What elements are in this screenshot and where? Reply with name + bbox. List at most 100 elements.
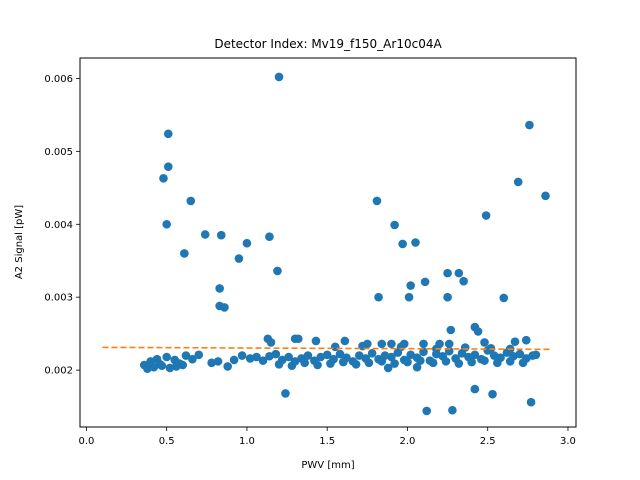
scatter-point: [335, 349, 345, 359]
scatter-point: [237, 351, 247, 360]
scatter-point: [340, 336, 350, 346]
scatter-point: [406, 281, 415, 290]
scatter-point: [213, 357, 223, 366]
scatter-point: [284, 352, 293, 362]
scatter-point: [505, 357, 515, 366]
scatter-point: [480, 356, 489, 365]
x-tick-label: 1.5: [319, 436, 335, 447]
scatter-point: [404, 292, 414, 302]
scatter-point: [390, 359, 399, 368]
scatter-point: [287, 361, 297, 371]
scatter-point: [493, 358, 502, 368]
scatter-point: [200, 230, 210, 239]
scatter-point: [162, 219, 171, 229]
y-axis-label: A2 Signal [pW]: [14, 205, 25, 279]
scatter-point: [274, 359, 284, 369]
scatter-point: [481, 211, 491, 220]
scatter-point: [163, 162, 173, 171]
scatter-point: [294, 334, 303, 344]
scatter-point: [473, 327, 483, 336]
scatter-point: [454, 268, 464, 278]
scatter-point: [258, 356, 268, 365]
scatter-point: [188, 354, 197, 364]
x-axis-label: PWV [mm]: [301, 460, 354, 471]
scatter-point: [367, 349, 377, 358]
scatter-point: [266, 338, 276, 347]
scatter-point: [531, 350, 541, 360]
scatter-point: [470, 384, 480, 394]
scatter-point: [143, 364, 152, 373]
scatter-point: [273, 266, 282, 276]
scatter-point: [274, 72, 284, 82]
scatter-point: [229, 355, 239, 365]
scatter-point: [338, 357, 348, 367]
y-tick-label: 0.004: [44, 220, 73, 231]
scatter-point: [149, 362, 159, 372]
scatter-point: [422, 406, 432, 416]
scatter-point: [159, 174, 168, 183]
scatter-point: [398, 239, 407, 249]
scatter-point: [419, 339, 428, 349]
y-axis: 0.002 0.003 0.004 0.005 0.006: [44, 74, 80, 377]
scatter-point: [223, 362, 232, 371]
scatter-point: [510, 337, 520, 346]
scatter-point: [220, 303, 229, 312]
scatter-point: [387, 339, 396, 349]
scatter-point: [446, 325, 456, 335]
y-tick-label: 0.006: [44, 74, 73, 85]
scatter-point: [486, 343, 496, 353]
scatter-point: [467, 357, 476, 367]
scatter-point: [412, 362, 422, 372]
scatter-point: [351, 359, 361, 369]
scatter-point: [364, 358, 374, 368]
x-tick-label: 0.0: [78, 436, 94, 447]
scatter-point: [428, 358, 438, 368]
scatter-point: [383, 363, 393, 373]
scatter-point: [488, 389, 497, 399]
y-tick-label: 0.002: [44, 366, 73, 377]
scatter-point: [245, 354, 255, 363]
scatter-point: [180, 249, 189, 258]
x-tick-label: 3.0: [560, 436, 576, 447]
scatter-point: [513, 177, 523, 187]
scatter-point: [163, 129, 173, 139]
scatter-point: [311, 336, 321, 346]
scatter-points: [139, 72, 550, 416]
scatter-point: [326, 359, 335, 368]
scatter-point: [322, 350, 332, 360]
scatter-point: [396, 342, 406, 352]
x-axis: 0.0 0.5 1.0 1.5 2.0 2.5 3.0: [78, 427, 576, 447]
scatter-point: [541, 191, 550, 201]
scatter-point: [416, 356, 425, 365]
scatter-point: [459, 276, 468, 286]
scatter-point: [406, 350, 415, 360]
x-tick-label: 0.5: [159, 436, 175, 447]
scatter-point: [374, 292, 383, 302]
scatter-point: [234, 254, 244, 263]
scatter-point: [165, 363, 175, 373]
scatter-point: [300, 358, 310, 368]
scatter-point: [281, 389, 290, 398]
scatter-point: [460, 343, 470, 352]
scatter-point: [157, 361, 167, 371]
scatter-point: [372, 196, 382, 206]
scatter-point: [271, 349, 281, 359]
x-tick-label: 2.5: [480, 436, 496, 447]
scatter-point: [172, 362, 181, 371]
scatter-point: [525, 120, 534, 130]
scatter-point: [515, 349, 525, 359]
y-tick-label: 0.005: [44, 147, 73, 158]
scatter-point: [181, 351, 191, 360]
scatter-point: [526, 397, 536, 407]
scatter-point: [403, 357, 412, 367]
fit-line: [102, 346, 552, 351]
scatter-point: [521, 335, 531, 345]
scatter-point: [441, 357, 451, 366]
scatter-point: [470, 350, 480, 360]
scatter-point: [419, 347, 428, 357]
scatter-point: [162, 352, 171, 362]
scatter-point: [303, 351, 313, 360]
chart-title: Detector Index: Mv19_f150_Ar10c04A: [214, 37, 442, 51]
